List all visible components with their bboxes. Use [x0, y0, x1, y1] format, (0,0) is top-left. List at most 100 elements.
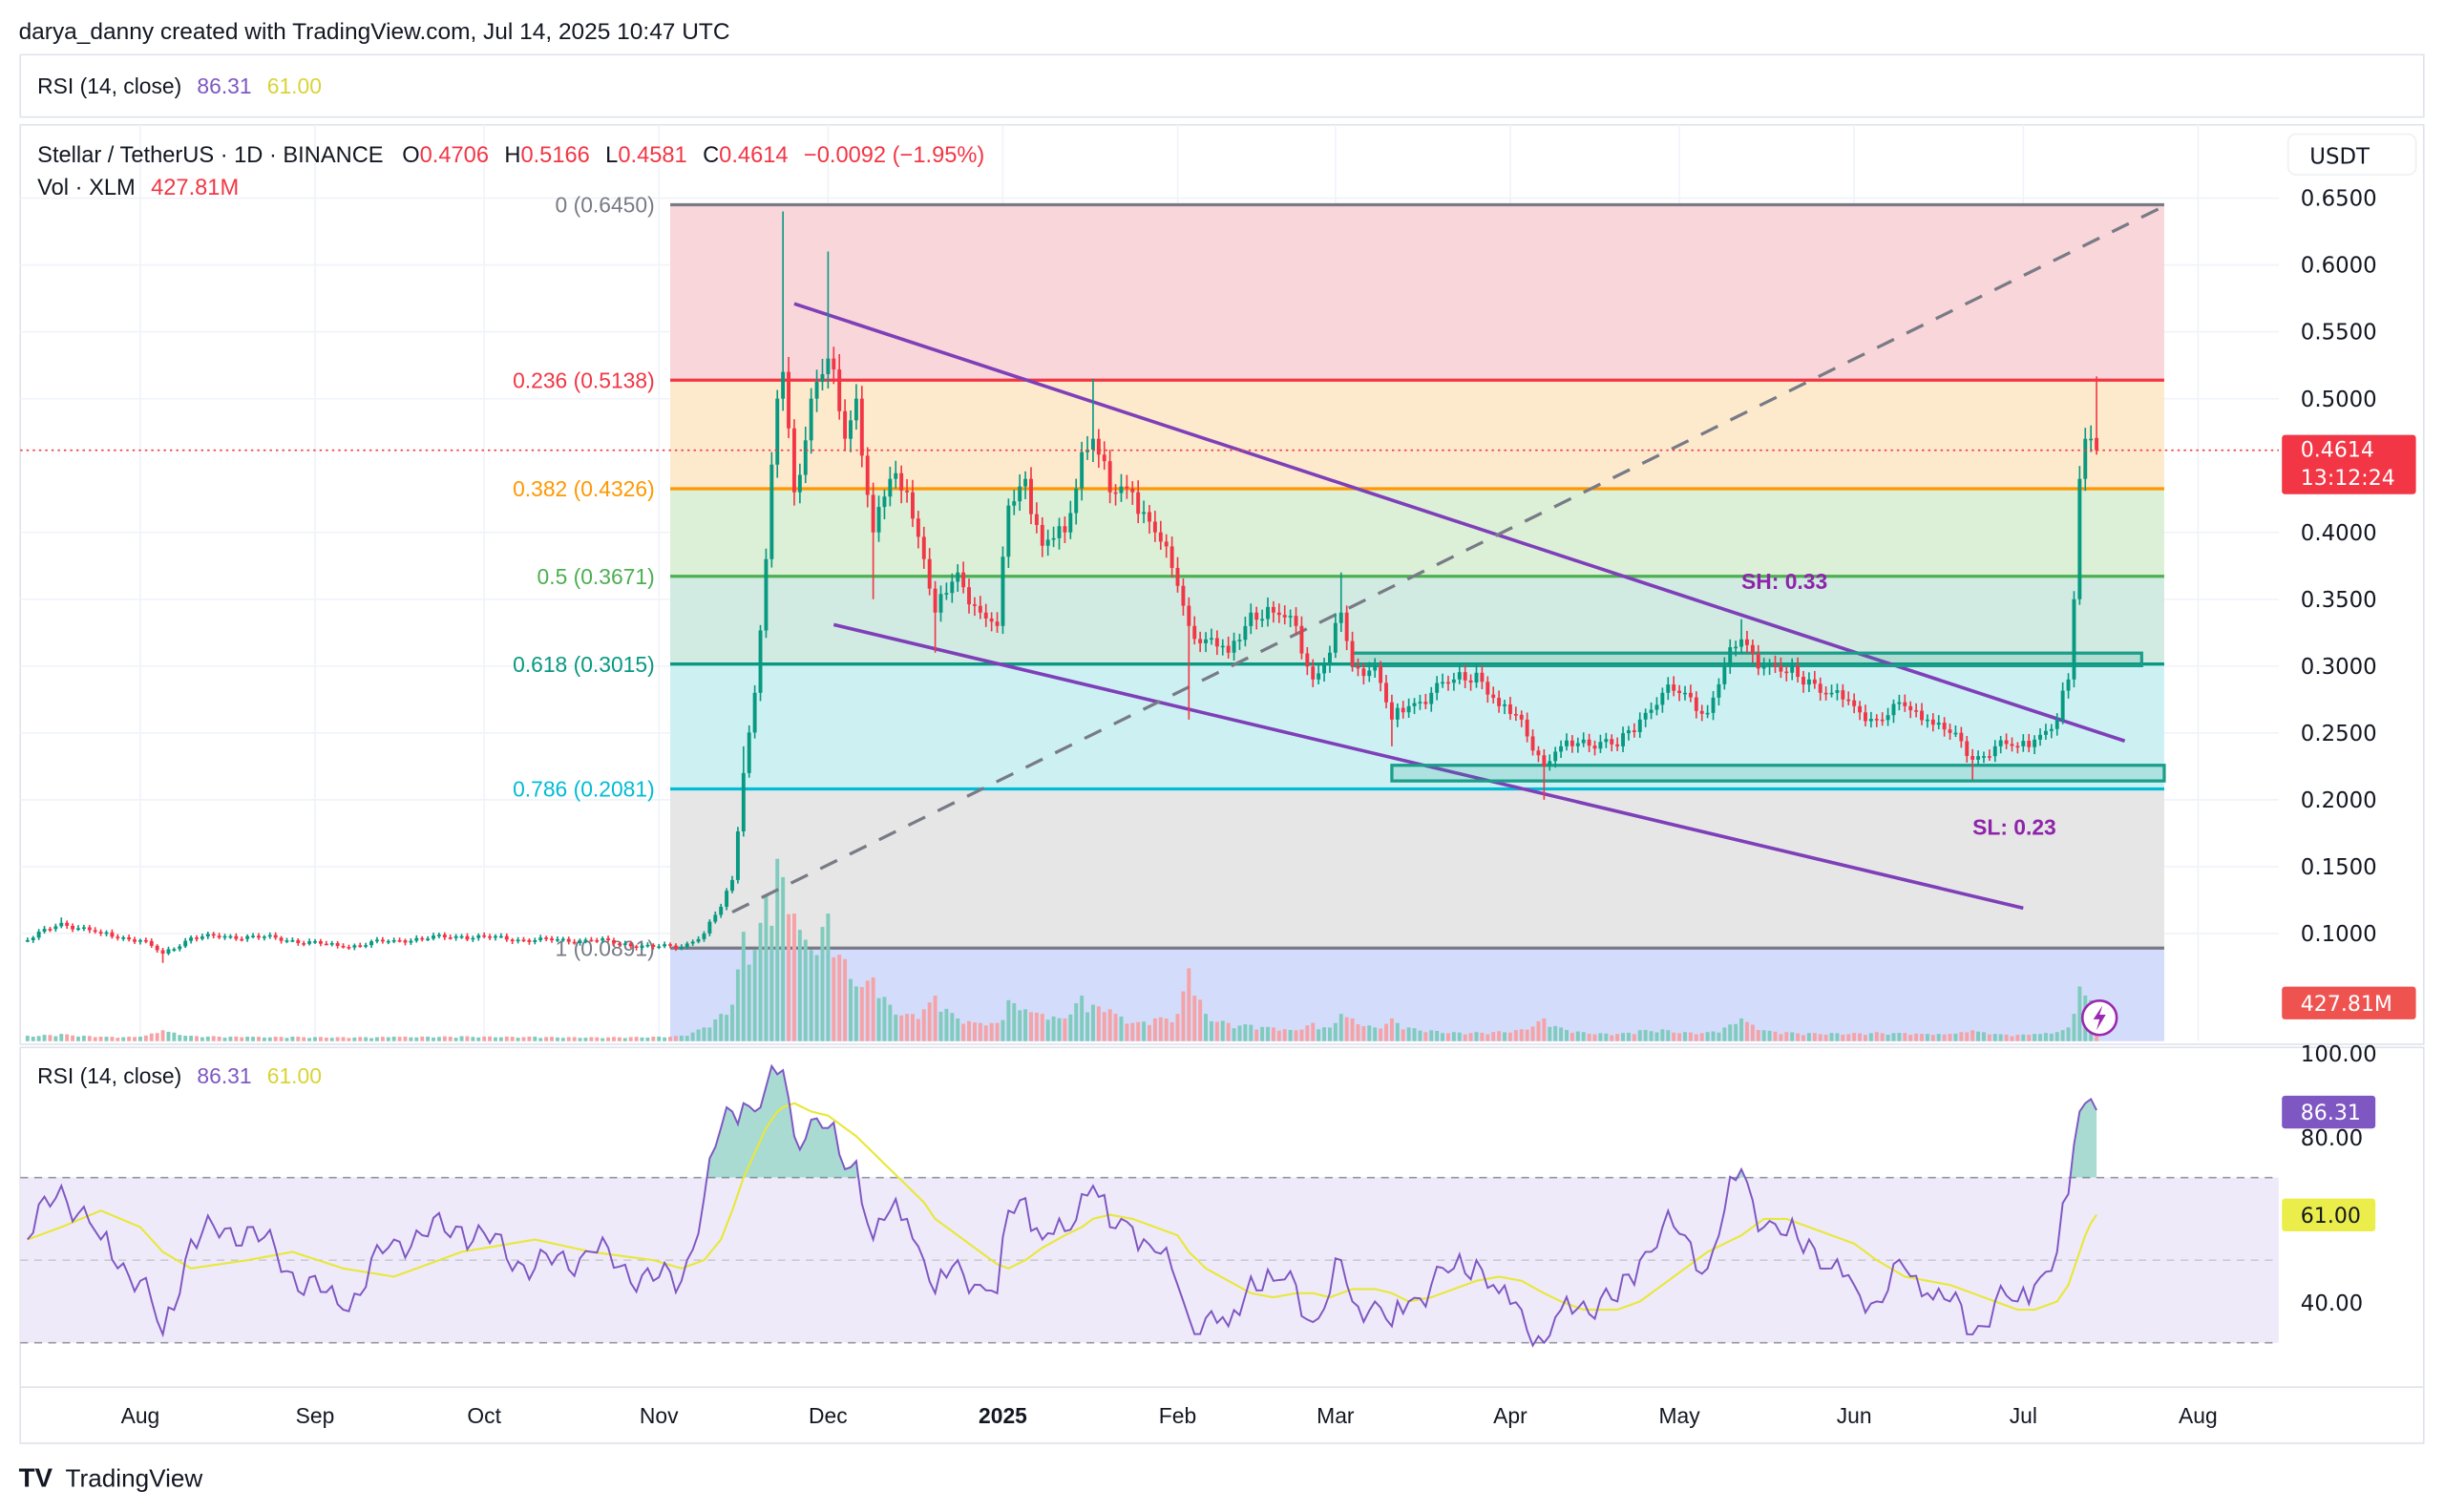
candle-body	[2021, 741, 2026, 746]
volume-bar	[1874, 1032, 1879, 1041]
candle-body	[707, 921, 712, 934]
candle-body	[358, 945, 363, 947]
volume-bar	[364, 1037, 369, 1041]
candle-body	[1423, 702, 1428, 704]
volume-bar	[668, 1037, 672, 1041]
time-axis[interactable]	[19, 1386, 2425, 1444]
symbol-legend[interactable]: Stellar / TetherUS · 1D · BINANCE O0.470…	[37, 143, 984, 168]
currency-button[interactable]	[2286, 133, 2417, 176]
candle-body	[787, 371, 791, 429]
volume-bar	[71, 1035, 75, 1041]
candle-body	[251, 935, 256, 937]
candle-body	[1507, 704, 1512, 714]
candle-body	[1389, 702, 1394, 720]
candle-body	[967, 587, 971, 605]
candle-body	[1237, 640, 1242, 641]
volume-bar	[307, 1038, 312, 1041]
volume-bar	[104, 1037, 109, 1041]
volume-bar	[764, 894, 769, 1041]
candle-body	[172, 949, 177, 951]
candle-body	[1970, 756, 1975, 760]
candle-body	[752, 692, 757, 733]
candle-body	[121, 937, 126, 939]
volume-bar	[741, 932, 746, 1041]
candle-body	[2066, 679, 2071, 691]
candle-body	[589, 939, 594, 942]
volume-bar	[1553, 1025, 1558, 1041]
candle-body	[1553, 751, 1558, 762]
candle-body	[1570, 740, 1574, 746]
candle-body	[1271, 606, 1275, 613]
volume-bar	[1823, 1034, 1828, 1041]
candle-body	[1750, 644, 1755, 654]
tradingview-logo[interactable]: TV	[19, 1463, 53, 1493]
dashed-trendline[interactable]	[731, 204, 2165, 914]
volume-badge: 427.81M	[2282, 986, 2416, 1019]
fibonacci-retracement[interactable]: 0 (0.6450) 0.236 (0.5138) 0.382 (0.4326) 0.…	[513, 193, 2164, 1041]
low-label: L	[605, 143, 618, 168]
candle-body	[555, 938, 559, 941]
volume-bar	[1649, 1031, 1654, 1041]
zone-box[interactable]	[1350, 651, 2143, 668]
volume-bar	[2015, 1035, 2020, 1041]
volume-bar	[375, 1037, 379, 1041]
volume-bar	[1423, 1032, 1428, 1041]
price-tick-label: 0.5500	[2301, 321, 2377, 346]
candle-body	[1649, 709, 1654, 713]
candle-body	[1204, 639, 1209, 643]
candle-body	[375, 939, 379, 942]
volume-bar	[453, 1038, 458, 1041]
volume-bar	[1796, 1033, 1801, 1041]
volume-bar	[899, 1015, 904, 1041]
candle-body	[1367, 670, 1372, 677]
candle-body	[894, 472, 898, 479]
volume-bar	[826, 914, 831, 1041]
volume-bar	[1570, 1032, 1574, 1041]
volume-badge-value: 427.81M	[2301, 993, 2392, 1017]
price-tick-label: 0.3500	[2301, 588, 2377, 613]
candle-body	[217, 935, 221, 938]
volume-bar	[1379, 1028, 1383, 1041]
candle-body	[240, 938, 244, 941]
fib-level-label: 0.382 (0.4326)	[513, 476, 655, 501]
rsi-value-badge: 86.31	[2282, 1095, 2376, 1129]
candle-body	[369, 941, 374, 946]
volume-bar	[1474, 1032, 1479, 1041]
candle-body	[1711, 697, 1716, 713]
candle-body	[730, 879, 734, 892]
volume-bar	[1897, 1033, 1902, 1041]
volume-bar	[1761, 1030, 1766, 1041]
rsi-pane-legend[interactable]: RSI (14, close) 86.31 61.00	[37, 1063, 322, 1088]
candle-body	[843, 410, 848, 439]
volume-bar	[1835, 1033, 1840, 1041]
candle-body	[143, 939, 148, 942]
candle-body	[2095, 437, 2099, 451]
candle-body	[1344, 612, 1349, 641]
low-value: 0.4581	[618, 143, 686, 168]
volume-bar	[2043, 1033, 2048, 1041]
volume-bar	[1886, 1034, 1890, 1041]
candle-body	[1299, 625, 1304, 654]
volume-bar	[533, 1037, 537, 1041]
candle-body	[2072, 598, 2076, 680]
zone-box[interactable]	[1390, 764, 2166, 783]
candle-body	[1356, 665, 1360, 669]
trendline-upper[interactable]	[793, 302, 2126, 743]
candle-body	[1446, 682, 1450, 684]
candle-body	[640, 945, 644, 948]
rsi-ma-badge: 61.00	[2282, 1198, 2376, 1231]
candle-body	[1254, 612, 1259, 620]
volume-bar	[1045, 1019, 1050, 1041]
top-rsi-legend[interactable]: RSI (14, close) 86.31 61.00	[37, 74, 322, 98]
candle-body	[1243, 625, 1248, 640]
candle-body	[1688, 692, 1693, 698]
candle-body	[1806, 679, 1811, 685]
volume-bar	[1356, 1024, 1360, 1041]
volume-bar	[871, 976, 875, 1041]
volume-legend[interactable]: Vol · XLM 427.81M	[37, 176, 239, 200]
lightning-icon[interactable]	[2080, 999, 2118, 1037]
volume-bar	[53, 1036, 58, 1041]
volume-bar	[1406, 1027, 1411, 1041]
drawings[interactable]	[731, 204, 2166, 914]
